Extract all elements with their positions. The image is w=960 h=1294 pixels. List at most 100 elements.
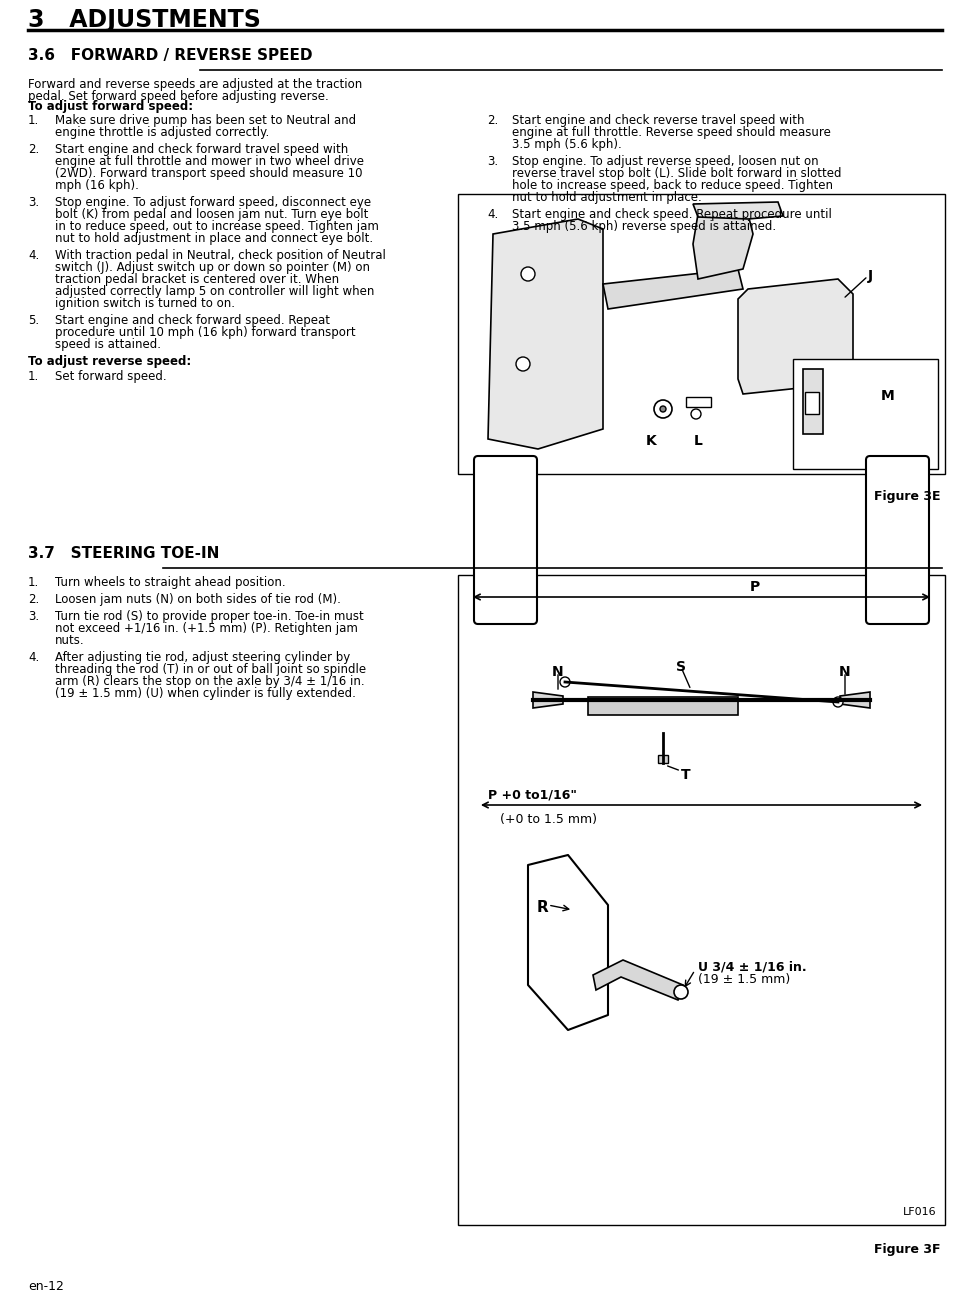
Text: 3.: 3. [28, 195, 39, 210]
Polygon shape [528, 855, 608, 1030]
Circle shape [521, 267, 535, 281]
Text: bolt (K) from pedal and loosen jam nut. Turn eye bolt: bolt (K) from pedal and loosen jam nut. … [55, 208, 369, 221]
Text: traction pedal bracket is centered over it. When: traction pedal bracket is centered over … [55, 273, 339, 286]
Text: 3.: 3. [487, 155, 498, 168]
Text: engine at full throttle. Reverse speed should measure: engine at full throttle. Reverse speed s… [512, 126, 830, 138]
Polygon shape [593, 960, 683, 1000]
Circle shape [516, 357, 530, 371]
Text: (19 ± 1.5 mm) (U) when cylinder is fully extended.: (19 ± 1.5 mm) (U) when cylinder is fully… [55, 687, 356, 700]
Text: To adjust reverse speed:: To adjust reverse speed: [28, 355, 191, 367]
Text: speed is attained.: speed is attained. [55, 338, 161, 351]
Text: J: J [868, 269, 874, 283]
Text: Stop engine. To adjust reverse speed, loosen nut on: Stop engine. To adjust reverse speed, lo… [512, 155, 819, 168]
Text: (19 ± 1.5 mm): (19 ± 1.5 mm) [698, 973, 790, 986]
Circle shape [560, 677, 570, 687]
Bar [458, 194, 945, 474]
Bar [658, 754, 668, 763]
Text: LF016: LF016 [903, 1207, 937, 1216]
Text: switch (J). Adjust switch up or down so pointer (M) on: switch (J). Adjust switch up or down so … [55, 261, 370, 274]
Text: pedal. Set forward speed before adjusting reverse.: pedal. Set forward speed before adjustin… [28, 91, 328, 104]
Bar [686, 397, 711, 408]
Text: L: L [693, 433, 703, 448]
Text: adjusted correctly lamp 5 on controller will light when: adjusted correctly lamp 5 on controller … [55, 285, 374, 298]
Text: mph (16 kph).: mph (16 kph). [55, 179, 139, 192]
Text: nuts.: nuts. [55, 634, 84, 647]
Text: N: N [839, 665, 851, 679]
Text: 3.5 mph (5.6 kph).: 3.5 mph (5.6 kph). [512, 138, 622, 151]
Polygon shape [803, 369, 823, 433]
Text: Start engine and check forward speed. Repeat: Start engine and check forward speed. Re… [55, 314, 330, 327]
Text: hole to increase speed, back to reduce speed. Tighten: hole to increase speed, back to reduce s… [512, 179, 833, 192]
Text: Loosen jam nuts (N) on both sides of tie rod (M).: Loosen jam nuts (N) on both sides of tie… [55, 593, 341, 606]
Text: engine at full throttle and mower in two wheel drive: engine at full throttle and mower in two… [55, 155, 364, 168]
Circle shape [674, 985, 688, 999]
Text: Start engine and check reverse travel speed with: Start engine and check reverse travel sp… [512, 114, 804, 127]
Bar [588, 697, 738, 716]
Circle shape [654, 400, 672, 418]
Text: procedure until 10 mph (16 kph) forward transport: procedure until 10 mph (16 kph) forward … [55, 326, 355, 339]
Bar [805, 392, 819, 414]
Text: threading the rod (T) in or out of ball joint so spindle: threading the rod (T) in or out of ball … [55, 663, 366, 675]
Text: 1.: 1. [28, 370, 39, 383]
Text: Turn wheels to straight ahead position.: Turn wheels to straight ahead position. [55, 576, 286, 589]
Text: 2.: 2. [487, 114, 498, 127]
Text: Set forward speed.: Set forward speed. [55, 370, 167, 383]
Text: (+0 to 1.5 mm): (+0 to 1.5 mm) [500, 813, 597, 826]
Text: en-12: en-12 [28, 1280, 64, 1293]
Text: 3   ADJUSTMENTS: 3 ADJUSTMENTS [28, 8, 261, 32]
Text: Figure 3F: Figure 3F [874, 1244, 940, 1256]
FancyBboxPatch shape [866, 455, 929, 624]
Text: 2.: 2. [28, 593, 39, 606]
Text: ignition switch is turned to on.: ignition switch is turned to on. [55, 298, 235, 311]
Text: U 3/4 ± 1/16 in.: U 3/4 ± 1/16 in. [698, 960, 806, 973]
FancyBboxPatch shape [474, 455, 537, 624]
Polygon shape [603, 269, 743, 309]
Text: Start engine and check speed. Repeat procedure until: Start engine and check speed. Repeat pro… [512, 208, 832, 221]
Text: Turn tie rod (S) to provide proper toe-in. Toe-in must: Turn tie rod (S) to provide proper toe-i… [55, 609, 364, 622]
Text: (2WD). Forward transport speed should measure 10: (2WD). Forward transport speed should me… [55, 167, 363, 180]
Bar [458, 575, 945, 1225]
Text: K: K [646, 433, 657, 448]
Text: nut to hold adjustment in place and connect eye bolt.: nut to hold adjustment in place and conn… [55, 232, 373, 245]
Text: 4.: 4. [487, 208, 498, 221]
Text: reverse travel stop bolt (L). Slide bolt forward in slotted: reverse travel stop bolt (L). Slide bolt… [512, 167, 842, 180]
Text: 3.5 mph (5.6 kph) reverse speed is attained.: 3.5 mph (5.6 kph) reverse speed is attai… [512, 220, 776, 233]
Text: 3.7   STEERING TOE-IN: 3.7 STEERING TOE-IN [28, 546, 220, 562]
Text: 1.: 1. [28, 576, 39, 589]
Bar [793, 358, 938, 468]
Text: P +0 to1/16": P +0 to1/16" [488, 788, 577, 801]
Text: 3.6   FORWARD / REVERSE SPEED: 3.6 FORWARD / REVERSE SPEED [28, 48, 313, 63]
Text: Figure 3E: Figure 3E [874, 490, 940, 503]
Text: M: M [881, 389, 895, 402]
Text: 4.: 4. [28, 651, 39, 664]
Text: After adjusting tie rod, adjust steering cylinder by: After adjusting tie rod, adjust steering… [55, 651, 350, 664]
Text: 2.: 2. [28, 144, 39, 157]
Text: Stop engine. To adjust forward speed, disconnect eye: Stop engine. To adjust forward speed, di… [55, 195, 372, 210]
Text: N: N [552, 665, 564, 679]
Text: not exceed +1/16 in. (+1.5 mm) (P). Retighten jam: not exceed +1/16 in. (+1.5 mm) (P). Reti… [55, 622, 358, 635]
Text: S: S [676, 660, 686, 674]
Polygon shape [840, 692, 870, 708]
Polygon shape [693, 214, 753, 280]
Circle shape [660, 406, 666, 411]
Text: P: P [750, 580, 760, 594]
Polygon shape [488, 219, 603, 449]
Text: Start engine and check forward travel speed with: Start engine and check forward travel sp… [55, 144, 348, 157]
Circle shape [833, 697, 843, 707]
Text: Forward and reverse speeds are adjusted at the traction: Forward and reverse speeds are adjusted … [28, 78, 362, 91]
Text: To adjust forward speed:: To adjust forward speed: [28, 100, 193, 113]
Text: in to reduce speed, out to increase speed. Tighten jam: in to reduce speed, out to increase spee… [55, 220, 379, 233]
Text: 4.: 4. [28, 248, 39, 261]
Polygon shape [738, 280, 853, 393]
Polygon shape [533, 692, 563, 708]
Text: T: T [681, 769, 690, 782]
Text: 3.: 3. [28, 609, 39, 622]
Text: R: R [538, 901, 549, 915]
Text: 1.: 1. [28, 114, 39, 127]
Circle shape [691, 409, 701, 419]
Text: Make sure drive pump has been set to Neutral and: Make sure drive pump has been set to Neu… [55, 114, 356, 127]
Text: arm (R) clears the stop on the axle by 3/4 ± 1/16 in.: arm (R) clears the stop on the axle by 3… [55, 675, 365, 688]
Text: nut to hold adjustment in place.: nut to hold adjustment in place. [512, 192, 702, 204]
Polygon shape [693, 202, 783, 219]
Text: 5.: 5. [28, 314, 39, 327]
